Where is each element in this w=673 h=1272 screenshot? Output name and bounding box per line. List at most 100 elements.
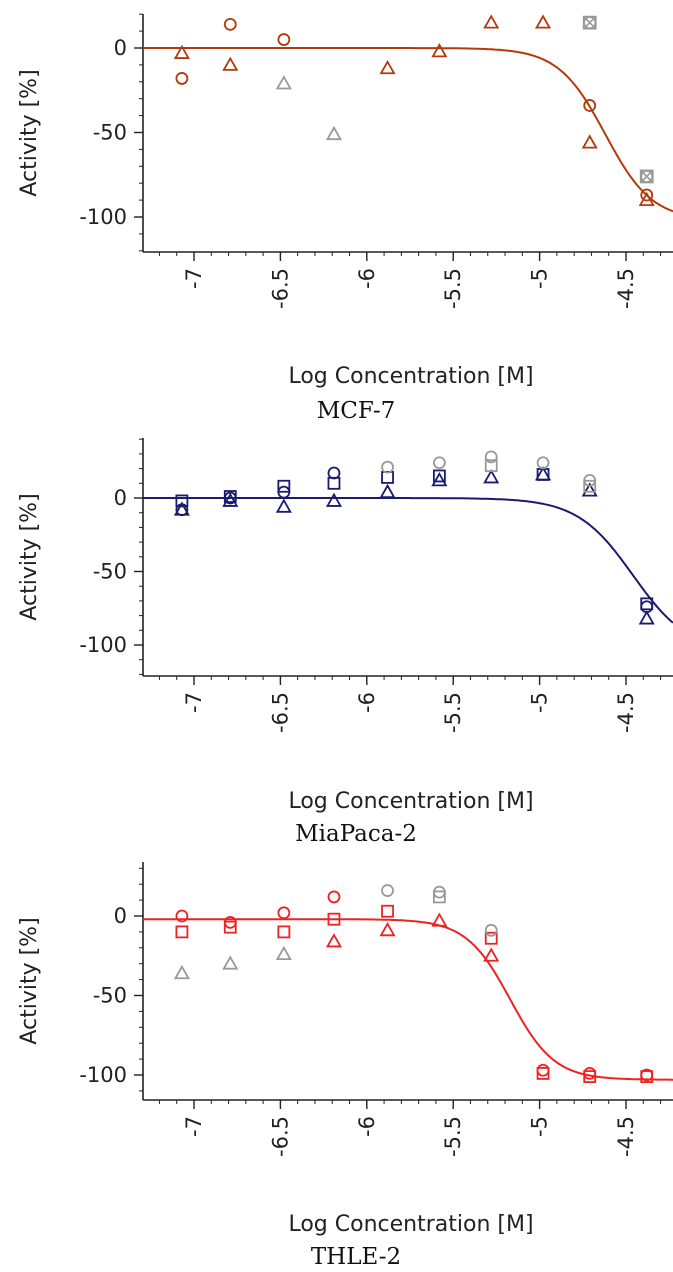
data-point-triangle [379, 483, 396, 499]
panel-caption: THLE-2 [311, 1244, 401, 1267]
data-point-triangle [581, 134, 598, 149]
data-point-triangle [638, 191, 655, 207]
data-point-square [277, 479, 291, 493]
data-point-triangle [483, 14, 500, 29]
data-point-triangle [483, 947, 500, 962]
data-point-triangle [638, 610, 655, 625]
y-tick-label: -50 [93, 560, 127, 584]
chart-panel-1: 0 -50 -100 -7 -6.5 -6 -5.5 -5 -4.5 Activity [%] Lo… [17, 13, 673, 424]
fitted-curve [143, 918, 673, 1081]
data-point-square [381, 471, 394, 484]
data-point-circle [583, 1067, 597, 1080]
data-point-triangle [379, 59, 396, 75]
y-tick-label: -50 [93, 121, 127, 145]
data-point-circle [223, 17, 237, 31]
data-point-triangle [379, 921, 396, 937]
data-point-square [536, 1067, 550, 1080]
data-point-triangle [222, 492, 239, 507]
data-point-circle [381, 460, 394, 474]
data-point-square [484, 931, 498, 945]
data-point-square [640, 597, 654, 611]
x-tick-label: -7 [182, 692, 206, 713]
x-tick-label: -5 [528, 268, 552, 289]
panel-caption: MiaPaca-2 [295, 821, 417, 847]
x-axis-title: Log Concentration [M] [288, 364, 533, 389]
data-point-square [640, 1070, 654, 1083]
x-tick-label: -5.5 [441, 268, 465, 309]
x-tick-label: -6 [355, 692, 379, 713]
data-point-circle [175, 909, 189, 923]
data-point-square [583, 479, 597, 493]
x-tick-label: -7 [182, 1116, 206, 1137]
x-tick-label: -6 [355, 1116, 379, 1137]
x-tick-label: -6.5 [268, 1116, 292, 1157]
data-point-triangle [222, 56, 239, 71]
data-point-square [484, 459, 498, 473]
data-point-circle [536, 1063, 550, 1077]
y-tick-label: -100 [79, 205, 127, 229]
x-tick-label: -7 [182, 268, 206, 289]
x-tick-label: -6 [355, 268, 379, 289]
y-tick-label: -50 [93, 984, 127, 1008]
y-tick-label: -100 [79, 633, 127, 657]
data-point-square [175, 494, 189, 508]
data-point-circle [327, 466, 341, 480]
y-axis-title: Activity [%] [17, 493, 42, 620]
data-point-triangle [222, 955, 239, 970]
data-point-triangle [173, 501, 190, 516]
data-point-triangle [535, 466, 552, 481]
data-point-square [432, 469, 446, 483]
data-point-circle [432, 456, 446, 470]
data-point-circle [484, 923, 498, 937]
x-tick-label: -4.5 [614, 268, 638, 309]
x-tick-label: -4.5 [614, 692, 638, 733]
data-point-triangle [483, 469, 500, 484]
data-point-square [277, 925, 291, 939]
data-point-square [327, 476, 341, 490]
x-tick-label: -6.5 [268, 268, 292, 309]
data-point-square [583, 1070, 597, 1083]
data-point-square [223, 490, 237, 503]
data-point-circle [277, 906, 291, 920]
data-point-triangle [173, 44, 190, 59]
x-tick-label: -5.5 [441, 1116, 465, 1157]
chart-panel-2: 0 -50 -100 -7 -6.5 -6 -5.5 -5 -4.5 Activity [%] Lo… [17, 438, 673, 847]
fitted-curve [143, 497, 673, 624]
data-point-square [381, 904, 394, 918]
y-tick-label: 0 [114, 904, 127, 928]
x-tick-label: -5 [528, 1116, 552, 1137]
data-point-triangle [581, 482, 598, 497]
data-point-triangle [325, 933, 343, 948]
y-axis-title: Activity [%] [17, 917, 42, 1044]
x-axis-title: Log Concentration [M] [288, 1212, 533, 1237]
data-point-triangle [535, 14, 552, 29]
y-tick-label: 0 [114, 486, 127, 510]
data-point-triangle [431, 472, 448, 487]
data-point-circle [484, 450, 498, 464]
data-point-circle [640, 188, 654, 202]
data-point-circle [277, 33, 291, 46]
data-point-crossed-square [639, 169, 654, 184]
data-point-circle [175, 72, 189, 85]
fitted-curve [143, 47, 673, 213]
data-point-circle [583, 99, 597, 112]
data-point-circle [536, 456, 550, 470]
data-point-square [327, 912, 341, 926]
y-tick-label: -100 [79, 1063, 127, 1087]
data-point-triangle [275, 498, 292, 513]
data-point-square [175, 925, 189, 939]
y-axis-title: Activity [%] [17, 69, 42, 196]
data-point-square [432, 890, 446, 904]
data-point-square [223, 920, 237, 934]
data-point-triangle [431, 912, 448, 927]
data-point-triangle [275, 75, 292, 90]
data-point-circle [327, 890, 341, 904]
x-tick-label: -5 [528, 692, 552, 713]
data-point-triangle [325, 492, 343, 507]
x-tick-label: -5.5 [441, 692, 465, 733]
panel-caption: MCF-7 [317, 398, 395, 424]
chart-panel-3: 0 -50 -100 -7 -6.5 -6 -5.5 -5 -4.5 Activity [%] Lo… [17, 862, 673, 1270]
data-point-triangle [325, 125, 343, 141]
